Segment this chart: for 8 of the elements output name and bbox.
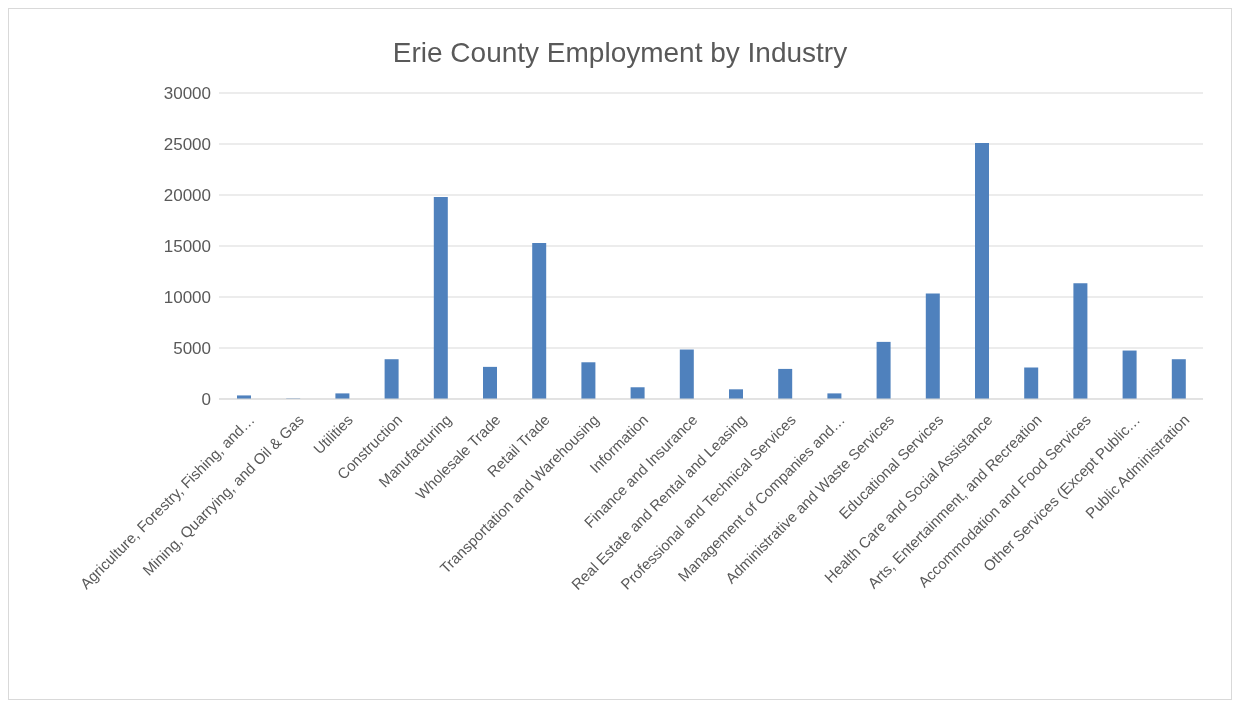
y-tick-label: 15000 bbox=[163, 237, 211, 257]
y-tick-label: 20000 bbox=[163, 186, 211, 206]
y-tick-label: 25000 bbox=[163, 135, 211, 155]
y-tick-label: 10000 bbox=[163, 288, 211, 308]
y-tick-label: 30000 bbox=[163, 84, 211, 104]
y-tick-label: 5000 bbox=[173, 339, 211, 359]
y-tick-label: 0 bbox=[201, 390, 211, 410]
chart-title: Erie County Employment by Industry bbox=[391, 36, 849, 70]
